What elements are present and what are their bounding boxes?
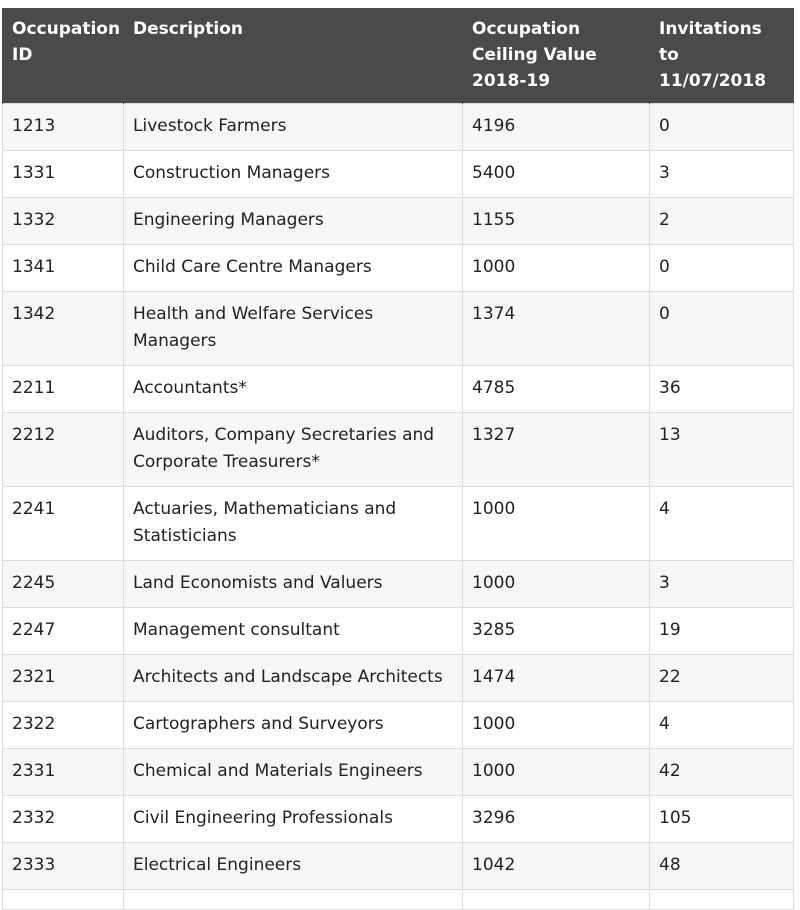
- cell-description: Chemical and Materials Engineers: [123, 748, 463, 796]
- cell-occupation-id: 1332: [2, 197, 124, 245]
- cell-ceiling-value: 1155: [462, 197, 650, 245]
- cell-ceiling-value: [462, 889, 650, 910]
- cell-occupation-id: 2332: [2, 795, 124, 843]
- table-row: 2322 Cartographers and Surveyors 1000 4: [2, 701, 794, 749]
- cell-ceiling-value: 1000: [462, 701, 650, 749]
- cell-invitations: 22: [649, 654, 794, 702]
- cell-invitations: 0: [649, 244, 794, 292]
- table-row: 2333 Electrical Engineers 1042 48: [2, 842, 794, 890]
- table-row: 1331 Construction Managers 5400 3: [2, 150, 794, 198]
- cell-ceiling-value: 1327: [462, 412, 650, 487]
- cell-description: Child Care Centre Managers: [123, 244, 463, 292]
- cell-occupation-id: 2322: [2, 701, 124, 749]
- cell-description: Health and Welfare Services Managers: [123, 291, 463, 366]
- cell-occupation-id: 2245: [2, 560, 124, 608]
- table-row: 1342 Health and Welfare Services Managers…: [2, 291, 794, 366]
- cell-occupation-id: [2, 889, 124, 910]
- table-row: 2211 Accountants* 4785 36: [2, 365, 794, 413]
- cell-occupation-id: 2211: [2, 365, 124, 413]
- cell-occupation-id: 2247: [2, 607, 124, 655]
- cell-invitations: 4: [649, 486, 794, 561]
- table-row: 2321 Architects and Landscape Architects 1…: [2, 654, 794, 702]
- table-row: 2212 Auditors, Company Secretaries and Co…: [2, 412, 794, 487]
- cell-invitations: 48: [649, 842, 794, 890]
- cell-description: Electrical Engineers: [123, 842, 463, 890]
- cell-occupation-id: 1341: [2, 244, 124, 292]
- cell-invitations: 4: [649, 701, 794, 749]
- table-row: 2332 Civil Engineering Professionals 3296 1…: [2, 795, 794, 843]
- cell-occupation-id: 1213: [2, 103, 124, 151]
- cell-description: Construction Managers: [123, 150, 463, 198]
- table-row: 1213 Livestock Farmers 4196 0: [2, 103, 794, 151]
- table-row: 1341 Child Care Centre Managers 1000 0: [2, 244, 794, 292]
- cell-occupation-id: 2241: [2, 486, 124, 561]
- cell-occupation-id: 2331: [2, 748, 124, 796]
- cell-description: Engineering Managers: [123, 197, 463, 245]
- cell-description: Accountants*: [123, 365, 463, 413]
- header-row: Occupation ID Description Occupation Cei…: [2, 8, 794, 104]
- table-row: 1332 Engineering Managers 1155 2: [2, 197, 794, 245]
- cell-description: Management consultant: [123, 607, 463, 655]
- cell-ceiling-value: 1000: [462, 486, 650, 561]
- cell-invitations: 19: [649, 607, 794, 655]
- cell-description: Civil Engineering Professionals: [123, 795, 463, 843]
- table-body: 1213 Livestock Farmers 4196 0 1331 Constructi…: [2, 103, 794, 910]
- table-row: 2241 Actuaries, Mathematicians and Statis…: [2, 486, 794, 561]
- cell-ceiling-value: 1000: [462, 244, 650, 292]
- header-invitations: Invitations to 11/07/2018: [649, 8, 794, 104]
- cell-ceiling-value: 1474: [462, 654, 650, 702]
- table-row: 2331 Chemical and Materials Engineers 1000…: [2, 748, 794, 796]
- occupation-ceiling-table: Occupation ID Description Occupation Cei…: [2, 8, 794, 910]
- cell-occupation-id: 2212: [2, 412, 124, 487]
- cell-description: Architects and Landscape Architects: [123, 654, 463, 702]
- table-row: 2247 Management consultant 3285 19: [2, 607, 794, 655]
- cell-ceiling-value: 4785: [462, 365, 650, 413]
- cell-invitations: [649, 889, 794, 910]
- cell-invitations: 13: [649, 412, 794, 487]
- table-row: 2245 Land Economists and Valuers 1000 3: [2, 560, 794, 608]
- cell-ceiling-value: 1042: [462, 842, 650, 890]
- cell-occupation-id: 1342: [2, 291, 124, 366]
- cell-invitations: 0: [649, 103, 794, 151]
- cell-ceiling-value: 5400: [462, 150, 650, 198]
- cell-invitations: 105: [649, 795, 794, 843]
- cell-occupation-id: 2321: [2, 654, 124, 702]
- cell-description: Cartographers and Surveyors: [123, 701, 463, 749]
- cell-ceiling-value: 1374: [462, 291, 650, 366]
- cell-invitations: 3: [649, 560, 794, 608]
- cell-ceiling-value: 3285: [462, 607, 650, 655]
- table-row: [2, 889, 794, 910]
- cell-description: Actuaries, Mathematicians and Statistici…: [123, 486, 463, 561]
- cell-ceiling-value: 1000: [462, 560, 650, 608]
- cell-invitations: 42: [649, 748, 794, 796]
- cell-ceiling-value: 1000: [462, 748, 650, 796]
- cell-occupation-id: 1331: [2, 150, 124, 198]
- cell-description: Auditors, Company Secretaries and Corpor…: [123, 412, 463, 487]
- occupation-table-container: Occupation ID Description Occupation Cei…: [2, 8, 794, 910]
- cell-description: Livestock Farmers: [123, 103, 463, 151]
- cell-invitations: 36: [649, 365, 794, 413]
- cell-invitations: 3: [649, 150, 794, 198]
- cell-invitations: 0: [649, 291, 794, 366]
- header-description: Description: [123, 8, 463, 104]
- header-ceiling-value: Occupation Ceiling Value 2018-19: [462, 8, 650, 104]
- cell-occupation-id: 2333: [2, 842, 124, 890]
- table-header: Occupation ID Description Occupation Cei…: [2, 8, 794, 104]
- cell-description: Land Economists and Valuers: [123, 560, 463, 608]
- header-occupation-id: Occupation ID: [2, 8, 124, 104]
- cell-ceiling-value: 4196: [462, 103, 650, 151]
- cell-ceiling-value: 3296: [462, 795, 650, 843]
- cell-description: [123, 889, 463, 910]
- cell-invitations: 2: [649, 197, 794, 245]
